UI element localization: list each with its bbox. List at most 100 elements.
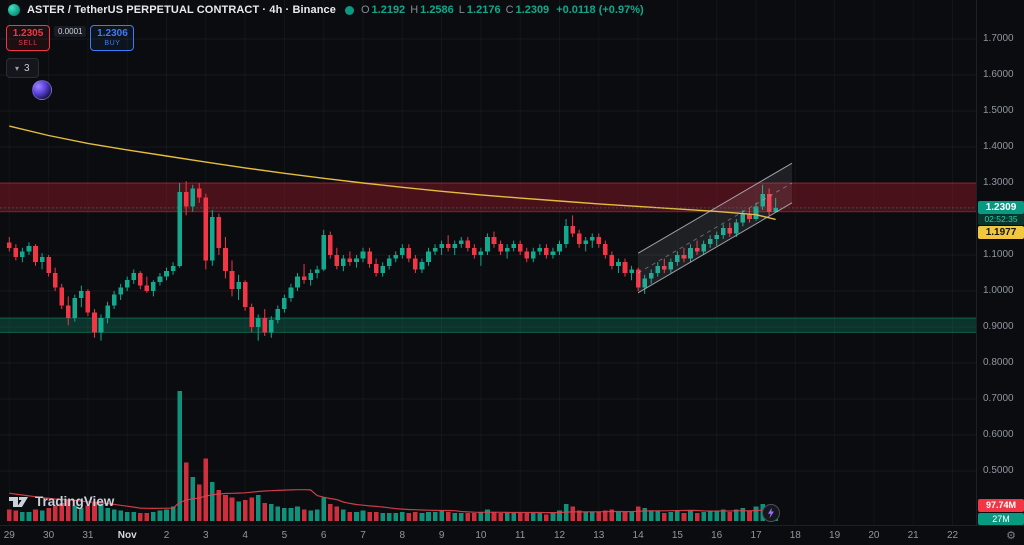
candle-body xyxy=(321,235,326,270)
ohlc-low-value: 1.2176 xyxy=(466,4,501,16)
volume-bar xyxy=(694,513,700,521)
volume-bar xyxy=(46,508,51,521)
volume-bar xyxy=(308,510,313,521)
candle-body xyxy=(105,305,110,318)
tradingview-logo-text: TradingView xyxy=(35,494,115,509)
ohlc-readout: O 1.2192 H 1.2586 L 1.2176 C 1.2309 +0.0118 … xyxy=(361,4,644,16)
buy-button[interactable]: 1.2306 BUY xyxy=(90,25,135,51)
volume-bar xyxy=(720,509,726,521)
volume-bar xyxy=(662,513,667,521)
object-count: 3 xyxy=(24,62,30,74)
channel-top-line xyxy=(637,162,793,254)
candle-body xyxy=(458,240,464,245)
sell-button[interactable]: 1.2305 SELL xyxy=(6,25,50,51)
candle-body xyxy=(465,240,471,248)
volume-bar xyxy=(7,509,12,521)
candle-body xyxy=(635,269,641,288)
volume-bar xyxy=(26,511,32,521)
volume-bar xyxy=(707,510,713,521)
volume-bar xyxy=(491,511,497,521)
chevron-down-icon: ▾ xyxy=(15,63,20,73)
volume-bar xyxy=(138,513,143,521)
price-axis-label: 1.7000 xyxy=(983,33,1014,44)
volume-bar xyxy=(524,513,530,521)
candle-body xyxy=(314,269,320,273)
candle-body xyxy=(426,251,431,263)
candle-body xyxy=(622,262,628,273)
volume-bar xyxy=(714,510,719,521)
candle-body xyxy=(360,251,366,259)
candle-body xyxy=(210,217,215,261)
volume-bar xyxy=(157,510,163,521)
volume-bar xyxy=(85,505,91,521)
tradingview-watermark[interactable]: TradingView xyxy=(8,494,114,509)
candle-body xyxy=(39,256,45,263)
time-axis-label: 14 xyxy=(632,530,644,541)
volume-bar xyxy=(413,511,418,521)
volume-bar xyxy=(465,513,471,521)
volume-bar xyxy=(668,511,674,521)
volume-bar xyxy=(111,509,117,521)
time-axis-label: 29 xyxy=(3,530,15,541)
tradingview-logo-icon xyxy=(9,497,28,507)
candle-body xyxy=(308,273,313,281)
axis-settings-icon[interactable]: ⚙ xyxy=(1006,530,1016,542)
volume-bar xyxy=(177,391,182,521)
volume-bar xyxy=(622,511,628,521)
price-axis[interactable]: 1.2309 02:52:35 1.1977 97.74M 27M 1.7000… xyxy=(976,0,1024,525)
volume-bar xyxy=(583,511,588,521)
main-chart[interactable] xyxy=(0,0,976,525)
time-axis-label: 6 xyxy=(320,530,327,541)
volume-bar xyxy=(20,511,25,521)
volume-bar xyxy=(753,506,759,521)
time-axis[interactable]: ⚙ 29 30 31 Nov 2 3 4 5 6 7 8 9 10 11 12 13 14 15 16 17 18 19 2… xyxy=(0,525,1024,545)
symbol-logo-icon[interactable] xyxy=(8,4,20,16)
ohlc-open-label: O xyxy=(360,4,370,16)
ohlc-open-value: 1.2192 xyxy=(371,4,406,16)
volume-bar xyxy=(282,508,287,521)
volume-bar xyxy=(609,509,615,521)
candle-body xyxy=(563,226,569,245)
candle-body xyxy=(124,280,130,288)
candle-body xyxy=(734,222,739,234)
candle-body xyxy=(531,251,536,259)
candle-body xyxy=(347,258,353,263)
price-axis-label: 0.7000 xyxy=(983,393,1014,404)
symbol-title[interactable]: ASTER / TetherUS PERPETUAL CONTRACT · 4h… xyxy=(27,4,336,16)
candle-body xyxy=(400,247,405,255)
candle-body xyxy=(648,273,654,279)
channel-mid-line xyxy=(637,182,793,274)
time-axis-label: 4 xyxy=(242,530,248,541)
market-status-icon xyxy=(344,5,354,15)
candle-body xyxy=(85,291,91,313)
time-axis-label: 18 xyxy=(789,530,801,541)
volume-bar xyxy=(531,513,536,521)
candle-body xyxy=(65,305,71,318)
lightning-glyph xyxy=(768,507,774,519)
time-axis-label: 7 xyxy=(360,530,366,541)
ohlc-high-label: H xyxy=(410,4,419,16)
price-axis-label: 1.3000 xyxy=(983,177,1014,188)
candle-body xyxy=(589,237,595,241)
time-axis-label: 11 xyxy=(514,530,526,541)
volume-bar xyxy=(131,511,137,521)
channel-fill xyxy=(638,163,793,293)
volume-bar xyxy=(386,513,392,521)
volume-bar xyxy=(472,513,477,521)
lightning-icon[interactable] xyxy=(762,504,780,522)
sell-price: 1.2305 xyxy=(12,28,44,39)
time-axis-label: 10 xyxy=(475,530,487,541)
object-tree-widget[interactable]: ▾ 3 xyxy=(6,58,39,78)
price-axis-label: 1.6000 xyxy=(983,69,1014,80)
candle-body xyxy=(242,282,248,308)
volume-bar xyxy=(33,509,38,521)
assistant-orb-icon[interactable] xyxy=(32,80,52,100)
bar-countdown-badge: 02:52:35 xyxy=(978,213,1024,225)
time-axis-label: 22 xyxy=(946,530,959,541)
time-axis-label: Nov xyxy=(117,530,137,541)
volume-bar xyxy=(485,509,490,521)
volume-bar xyxy=(118,510,123,521)
candle-body xyxy=(747,213,752,219)
candle-body xyxy=(413,258,418,270)
volume-bar xyxy=(347,511,353,521)
